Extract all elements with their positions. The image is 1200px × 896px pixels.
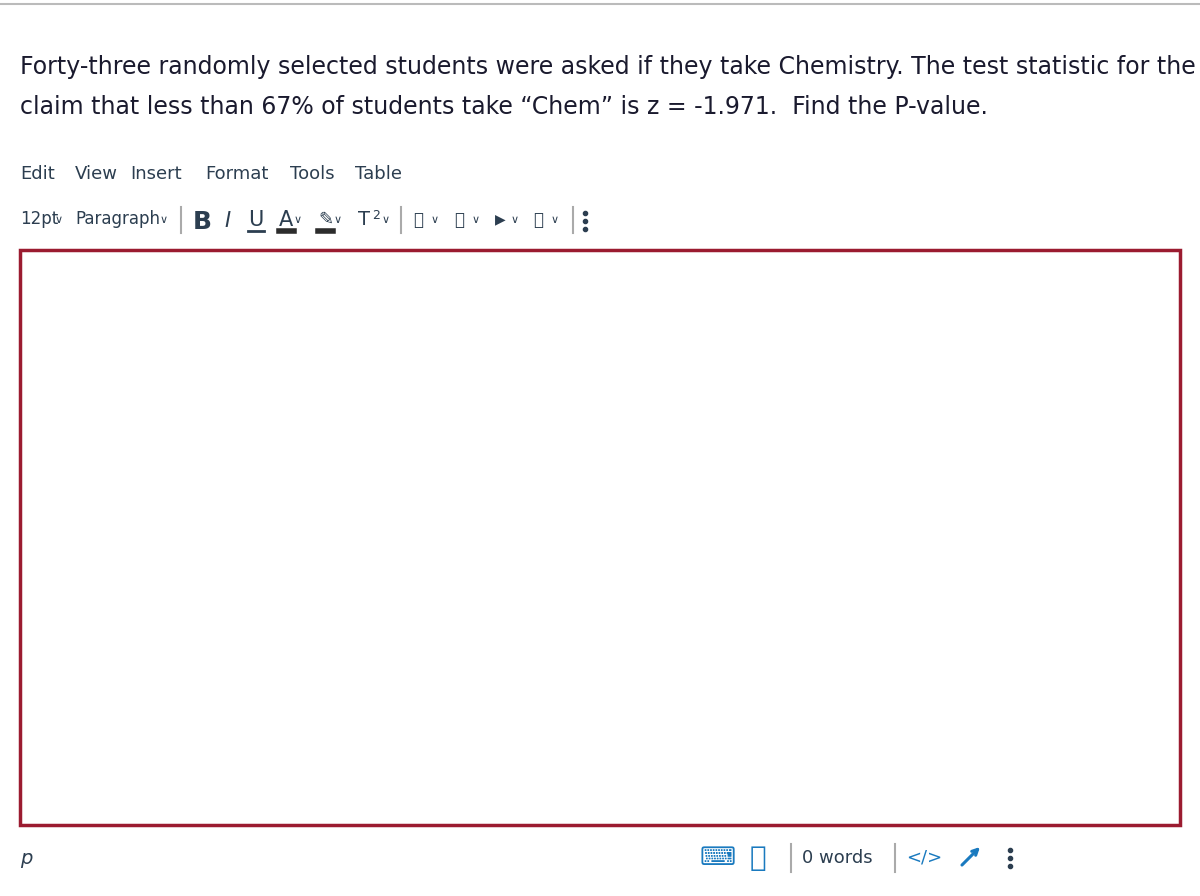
Text: T: T [358, 210, 370, 229]
Text: 0 words: 0 words [802, 849, 872, 867]
Text: ∨: ∨ [511, 215, 520, 225]
Text: ∨: ∨ [472, 215, 480, 225]
Text: ✎: ✎ [318, 211, 334, 229]
Text: Paragraph: Paragraph [74, 210, 160, 228]
Text: 🖼: 🖼 [454, 211, 464, 229]
Text: ∨: ∨ [382, 215, 390, 225]
Text: ∨: ∨ [334, 215, 342, 225]
Text: Tools: Tools [290, 165, 335, 183]
Text: A: A [278, 210, 293, 230]
Text: ∨: ∨ [551, 215, 559, 225]
Text: ▶: ▶ [496, 212, 505, 226]
Text: Forty-three randomly selected students were asked if they take Chemistry. The te: Forty-three randomly selected students w… [20, 55, 1195, 79]
Text: Edit: Edit [20, 165, 55, 183]
Text: </>: </> [906, 849, 942, 867]
Text: B: B [193, 210, 212, 234]
Text: p: p [20, 849, 32, 867]
Text: ∨: ∨ [294, 215, 302, 225]
Text: ∨: ∨ [160, 215, 168, 225]
Text: 12pt: 12pt [20, 210, 59, 228]
Text: 2: 2 [372, 209, 380, 222]
Text: 📋: 📋 [533, 211, 542, 229]
Text: Ⓣ: Ⓣ [750, 844, 767, 872]
Text: ∨: ∨ [431, 215, 439, 225]
Text: Table: Table [355, 165, 402, 183]
Text: I: I [224, 211, 230, 231]
Text: U: U [248, 210, 263, 230]
Text: View: View [74, 165, 118, 183]
Text: Format: Format [205, 165, 269, 183]
Text: claim that less than 67% of students take “Chem” is z = -1.971.  Find the P-valu: claim that less than 67% of students tak… [20, 95, 988, 119]
Text: Insert: Insert [130, 165, 181, 183]
Bar [20, 250, 1180, 825]
Text: ⌨: ⌨ [700, 846, 736, 870]
Text: ∨: ∨ [55, 215, 64, 225]
Text: 🔗: 🔗 [413, 211, 424, 229]
